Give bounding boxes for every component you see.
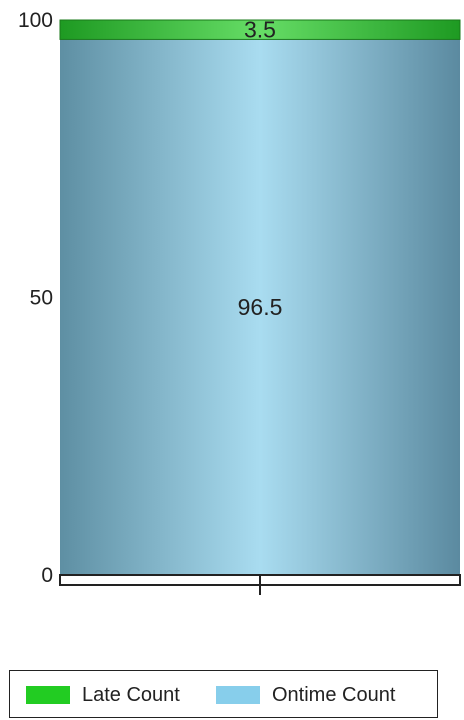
data-label-late: 3.5 — [244, 17, 276, 43]
bars: 96.5 3.5 — [59, 17, 461, 576]
y-tick-label: 0 — [41, 564, 53, 587]
data-label-ontime: 96.5 — [238, 294, 283, 320]
x-axis — [59, 574, 461, 595]
stacked-bar-chart: 0 50 100 96.5 3.5 — [18, 9, 461, 595]
legend-label-ontime: Ontime Count — [272, 683, 396, 706]
legend-swatch-late — [26, 686, 70, 704]
legend-item-late: Late Count — [26, 671, 180, 719]
legend-label-late: Late Count — [82, 683, 180, 706]
y-tick-label: 50 — [30, 287, 53, 310]
legend-swatch-ontime — [216, 686, 260, 704]
legend: Late Count Ontime Count — [9, 670, 438, 718]
legend-item-ontime: Ontime Count — [216, 671, 395, 719]
y-axis: 0 50 100 — [18, 9, 53, 587]
y-tick-label: 100 — [18, 9, 53, 32]
bar-segment-late — [59, 19, 461, 40]
bar-segment-ontime — [60, 39, 460, 576]
